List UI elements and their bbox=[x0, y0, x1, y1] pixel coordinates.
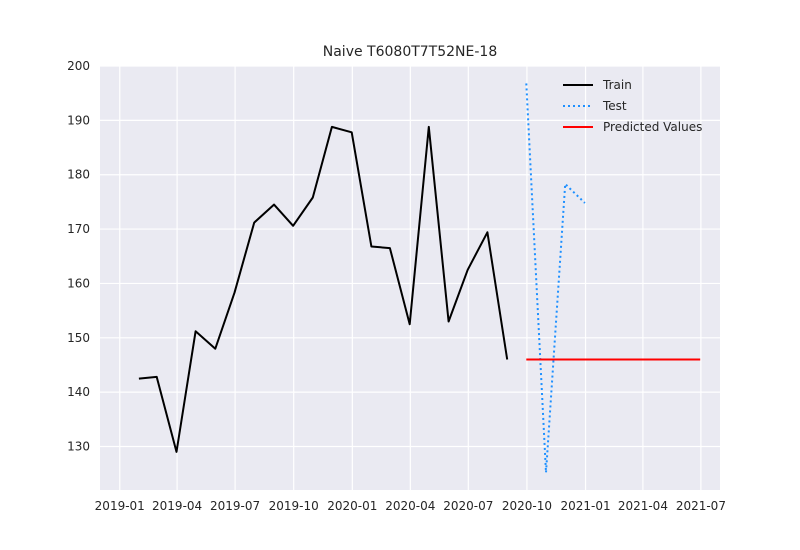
tick-labels: 2019-01 2019-04 2019-07 2019-10 2020-01 2020-… bbox=[67, 59, 726, 513]
legend: Train Test Predicted Values bbox=[563, 78, 702, 134]
x-tick-label: 2021-07 bbox=[676, 499, 726, 513]
y-tick-label: 170 bbox=[67, 222, 90, 236]
legend-label: Train bbox=[602, 78, 632, 92]
y-tick-label: 200 bbox=[67, 59, 90, 73]
x-tick-label: 2019-04 bbox=[152, 499, 202, 513]
x-tick-label: 2021-01 bbox=[560, 499, 610, 513]
x-tick-label: 2020-07 bbox=[443, 499, 493, 513]
y-tick-label: 130 bbox=[67, 440, 90, 454]
series-line-train bbox=[138, 125, 509, 453]
y-tick-label: 150 bbox=[67, 331, 90, 345]
series-group bbox=[138, 83, 701, 474]
x-tick-label: 2020-01 bbox=[327, 499, 377, 513]
x-tick-label: 2019-07 bbox=[210, 499, 260, 513]
y-tick-label: 160 bbox=[67, 276, 90, 290]
y-tick-label: 140 bbox=[67, 385, 90, 399]
x-tick-label: 2020-10 bbox=[502, 499, 552, 513]
x-tick-label: 2019-10 bbox=[269, 499, 319, 513]
legend-label: Test bbox=[602, 99, 627, 113]
y-tick-label: 190 bbox=[67, 113, 90, 127]
chart-title: Naive T6080T7T52NE-18 bbox=[323, 44, 497, 60]
x-tick-label: 2021-04 bbox=[618, 499, 668, 513]
y-tick-label: 180 bbox=[67, 168, 90, 182]
x-tick-label: 2020-04 bbox=[385, 499, 435, 513]
legend-label: Predicted Values bbox=[603, 120, 702, 134]
x-tick-label: 2019-01 bbox=[95, 499, 145, 513]
